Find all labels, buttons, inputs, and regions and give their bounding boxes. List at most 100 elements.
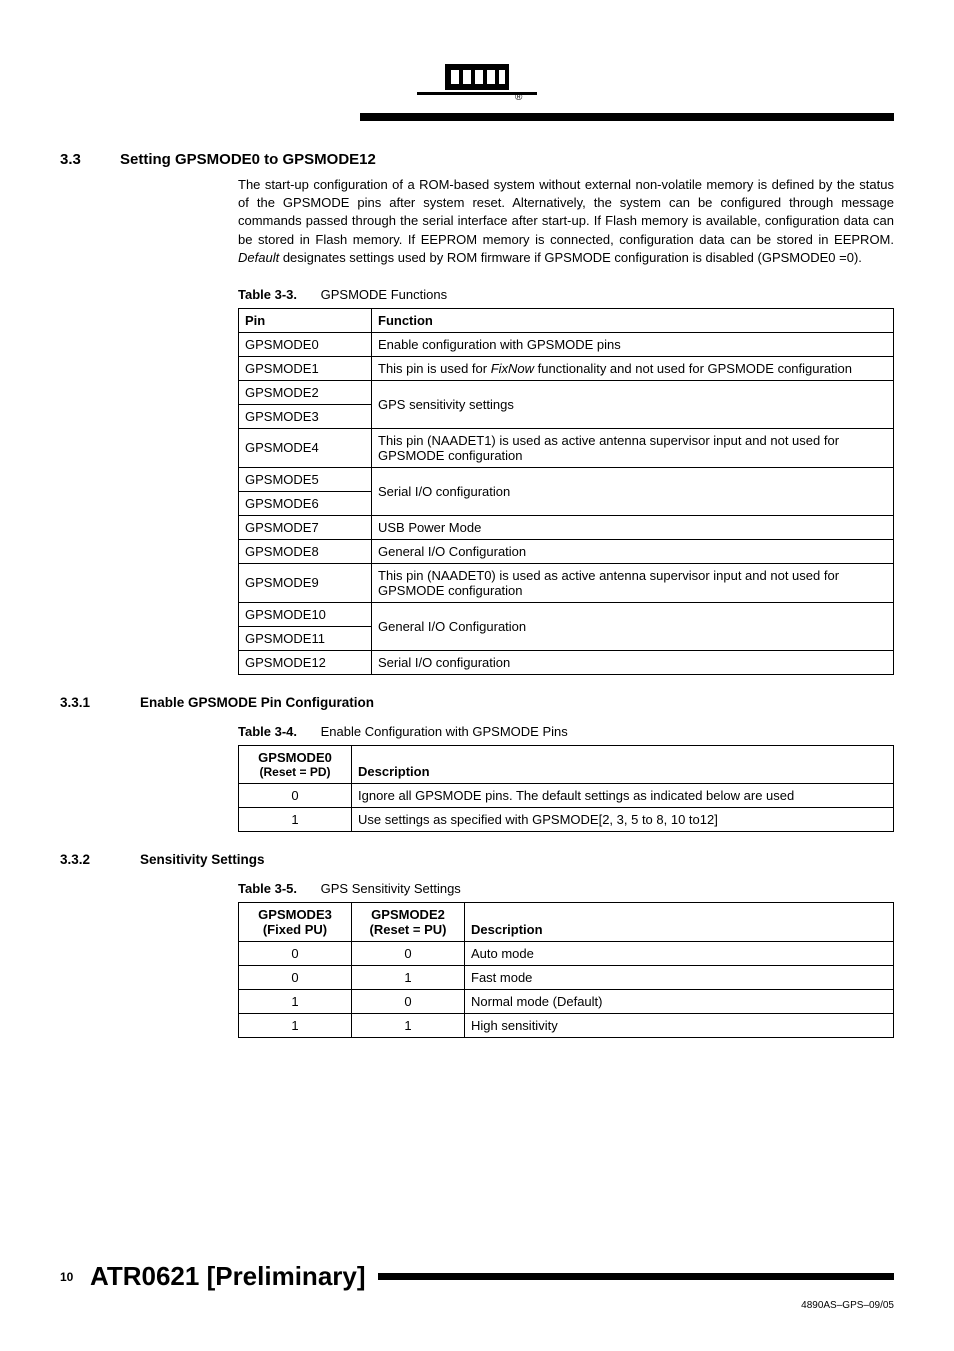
table-3-4: GPSMODE0 (Reset = PD) Description 0 Igno… — [238, 745, 894, 832]
cell-pin: GPSMODE2 — [239, 380, 372, 404]
cell-func-pre: This pin is used for — [378, 361, 491, 376]
para-text-2: designates settings used by ROM firmware… — [279, 250, 862, 265]
subsection-title: Sensitivity Settings — [140, 852, 265, 867]
section-number: 3.3 — [60, 151, 120, 168]
table-row: 0 1 Fast mode — [239, 965, 894, 989]
cell-pin: GPSMODE7 — [239, 515, 372, 539]
document-title: ATR0621 [Preliminary] — [90, 1261, 366, 1292]
caption-text: Enable Configuration with GPSMODE Pins — [321, 724, 568, 739]
cell: 1 — [239, 807, 352, 831]
page-number: 10 — [60, 1270, 90, 1284]
section-paragraph: The start-up configuration of a ROM-base… — [238, 176, 894, 267]
table-row: 0 Ignore all GPSMODE pins. The default s… — [239, 783, 894, 807]
th-gpsmode0: GPSMODE0 (Reset = PD) — [239, 745, 352, 783]
cell-pin: GPSMODE10 — [239, 602, 372, 626]
cell-pin: GPSMODE8 — [239, 539, 372, 563]
th-gpsmode3: GPSMODE3 (Fixed PU) — [239, 902, 352, 941]
table-row: 1 1 High sensitivity — [239, 1013, 894, 1037]
caption-text: GPS Sensitivity Settings — [321, 881, 461, 896]
caption-label: Table 3-4. — [238, 724, 297, 739]
th-function: Function — [372, 308, 894, 332]
th-line1: GPSMODE0 — [245, 750, 345, 765]
cell: 1 — [239, 989, 352, 1013]
document-reference: 4890AS–GPS–09/05 — [60, 1300, 894, 1311]
th-line2: (Fixed PU) — [245, 922, 345, 937]
table-row: GPSMODE8 General I/O Configuration — [239, 539, 894, 563]
atmel-logo: ® — [60, 60, 894, 107]
cell-func: Enable configuration with GPSMODE pins — [372, 332, 894, 356]
cell: Fast mode — [465, 965, 894, 989]
subsection-3-3-2: 3.3.2 Sensitivity Settings — [60, 852, 894, 867]
page-header: ® — [60, 60, 894, 121]
cell-pin: GPSMODE9 — [239, 563, 372, 602]
cell: 1 — [352, 965, 465, 989]
table-row: 1 Use settings as specified with GPSMODE… — [239, 807, 894, 831]
cell-func: This pin is used for FixNow functionalit… — [372, 356, 894, 380]
th-line1: GPSMODE2 — [358, 907, 458, 922]
th-pin: Pin — [239, 308, 372, 332]
cell: Normal mode (Default) — [465, 989, 894, 1013]
section-heading: 3.3 Setting GPSMODE0 to GPSMODE12 — [60, 151, 894, 168]
table-3-3: Pin Function GPSMODE0 Enable configurati… — [238, 308, 894, 675]
caption-text: GPSMODE Functions — [321, 287, 447, 302]
th-description: Description — [465, 902, 894, 941]
para-italic: Default — [238, 250, 279, 265]
table-3-4-caption: Table 3-4. Enable Configuration with GPS… — [238, 724, 894, 739]
table-row: GPSMODE12 Serial I/O configuration — [239, 650, 894, 674]
para-text-1: The start-up configuration of a ROM-base… — [238, 177, 894, 247]
table-row: 0 0 Auto mode — [239, 941, 894, 965]
th-line2: (Reset = PU) — [358, 922, 458, 937]
header-rule — [360, 113, 894, 121]
table-row: GPSMODE5 Serial I/O configuration — [239, 467, 894, 491]
cell: 0 — [239, 941, 352, 965]
cell-pin: GPSMODE6 — [239, 491, 372, 515]
subsection-title: Enable GPSMODE Pin Configuration — [140, 695, 374, 710]
cell-func: General I/O Configuration — [372, 539, 894, 563]
cell: 0 — [239, 783, 352, 807]
table-row: GPSMODE4 This pin (NAADET1) is used as a… — [239, 428, 894, 467]
cell: 1 — [239, 1013, 352, 1037]
cell: Ignore all GPSMODE pins. The default set… — [352, 783, 894, 807]
caption-label: Table 3-5. — [238, 881, 297, 896]
table-row: GPSMODE2 GPS sensitivity settings — [239, 380, 894, 404]
caption-label: Table 3-3. — [238, 287, 297, 302]
cell-pin: GPSMODE0 — [239, 332, 372, 356]
subsection-number: 3.3.2 — [60, 852, 140, 867]
section-title: Setting GPSMODE0 to GPSMODE12 — [120, 151, 376, 168]
cell: Use settings as specified with GPSMODE[2… — [352, 807, 894, 831]
cell-func-post: functionality and not used for GPSMODE c… — [534, 361, 852, 376]
table-row: GPSMODE7 USB Power Mode — [239, 515, 894, 539]
table-3-3-caption: Table 3-3. GPSMODE Functions — [238, 287, 894, 302]
table-row: 1 0 Normal mode (Default) — [239, 989, 894, 1013]
cell-pin: GPSMODE1 — [239, 356, 372, 380]
page-footer: 10 ATR0621 [Preliminary] 4890AS–GPS–09/0… — [60, 1261, 894, 1311]
table-row: GPSMODE0 Enable configuration with GPSMO… — [239, 332, 894, 356]
table-row: GPSMODE9 This pin (NAADET0) is used as a… — [239, 563, 894, 602]
cell-pin: GPSMODE11 — [239, 626, 372, 650]
cell: 0 — [352, 941, 465, 965]
cell: Auto mode — [465, 941, 894, 965]
th-line1: GPSMODE3 — [245, 907, 345, 922]
th-line2: (Reset = PD) — [245, 765, 345, 779]
th-gpsmode2: GPSMODE2 (Reset = PU) — [352, 902, 465, 941]
th-description: Description — [352, 745, 894, 783]
cell-func: GPS sensitivity settings — [372, 380, 894, 428]
table-row: GPSMODE1 This pin is used for FixNow fun… — [239, 356, 894, 380]
cell-pin: GPSMODE5 — [239, 467, 372, 491]
table-3-5: GPSMODE3 (Fixed PU) GPSMODE2 (Reset = PU… — [238, 902, 894, 1038]
table-row: GPSMODE10 General I/O Configuration — [239, 602, 894, 626]
footer-rule — [378, 1273, 894, 1280]
cell-func: Serial I/O configuration — [372, 467, 894, 515]
svg-text:®: ® — [515, 92, 523, 103]
cell: 0 — [239, 965, 352, 989]
subsection-number: 3.3.1 — [60, 695, 140, 710]
table-3-5-caption: Table 3-5. GPS Sensitivity Settings — [238, 881, 894, 896]
cell-func: This pin (NAADET1) is used as active ant… — [372, 428, 894, 467]
cell-func: USB Power Mode — [372, 515, 894, 539]
cell-pin: GPSMODE12 — [239, 650, 372, 674]
cell-pin: GPSMODE3 — [239, 404, 372, 428]
cell: High sensitivity — [465, 1013, 894, 1037]
cell-func: This pin (NAADET0) is used as active ant… — [372, 563, 894, 602]
cell: 1 — [352, 1013, 465, 1037]
subsection-3-3-1: 3.3.1 Enable GPSMODE Pin Configuration — [60, 695, 894, 710]
